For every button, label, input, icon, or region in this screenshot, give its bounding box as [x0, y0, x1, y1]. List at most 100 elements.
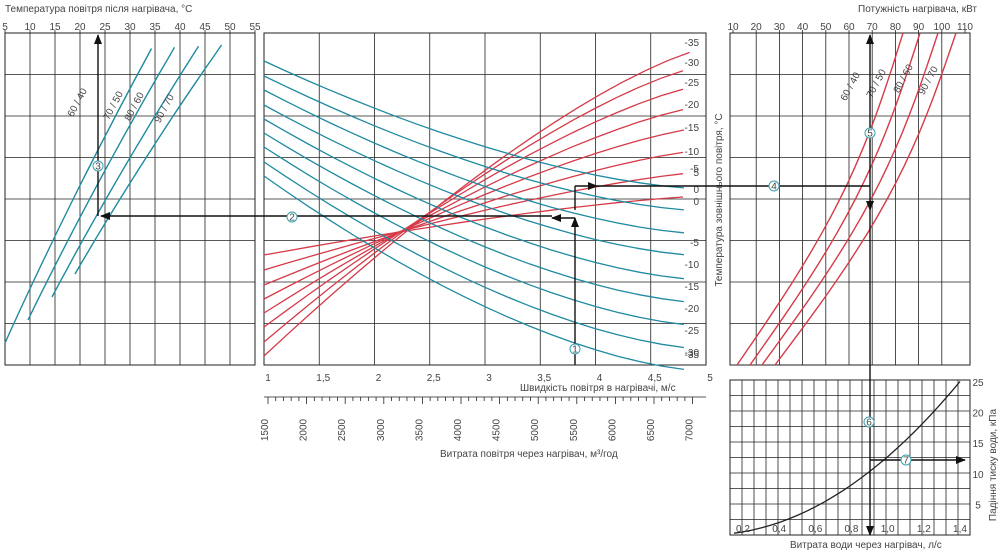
airflow-tick-label-7: 5000: [530, 418, 541, 441]
outlet-curve-2: [51, 45, 200, 298]
outlet-curve-label-3: 90 / 70: [153, 92, 177, 125]
outlet-curve-3: [74, 44, 223, 275]
panel-water-pressure-drop: 0,2 0,4 0,6 0,8 1,0 1,2 1,4 5 10 15 20 25 Витрата в…: [729, 378, 999, 551]
power-tick-label-10: 110: [957, 22, 973, 33]
velocity-tick-label-0: 1: [265, 373, 271, 384]
rising-tick-label-4: -15: [685, 123, 700, 134]
water-flow-tick-label-6: 1,4: [953, 524, 967, 535]
panel-outlet-temperature: Температура повітря після нагрівача, °C …: [2, 4, 261, 366]
marker-7-circle: [900, 454, 912, 466]
rising-curve-7: [263, 196, 684, 256]
marker-6-circle: [863, 416, 875, 428]
power-curve-3: [774, 32, 957, 366]
falling-curve-2: [263, 89, 684, 234]
rising-tick-label-5: -10: [685, 147, 700, 158]
marker-2-circle: [286, 211, 298, 223]
marker-1-circle: [569, 343, 581, 355]
airflow-tick-label-6: 4500: [492, 418, 503, 441]
velocity-tick-label-5: 3,5: [537, 373, 551, 384]
outlet-tick-label-1: 10: [24, 22, 36, 33]
velocity-tick-label-1: 1,5: [316, 373, 330, 384]
power-tick-label-9: 100: [933, 22, 950, 33]
marker-3-circle: [92, 160, 104, 172]
rising-tick-label-6: -5: [690, 164, 699, 175]
marker-4-circle: [768, 180, 780, 192]
falling-curve-8: [263, 175, 684, 371]
falling-tick-label-2: -5: [690, 238, 699, 249]
pressure-drop-axis-label: Падіння тиску води, кПа: [988, 409, 999, 522]
heater-power-title: Потужність нагрівача, кВт: [858, 4, 977, 15]
outlet-tick-label-5: 30: [124, 22, 136, 33]
falling-curve-5: [263, 132, 684, 303]
airflow-tick-label-0: 1500: [260, 418, 271, 441]
velocity-tick-label-6: 4: [597, 373, 603, 384]
rising-curve-5: [263, 151, 684, 286]
falling-curve-0: [263, 60, 684, 189]
air-velocity-axis-label: Швидкість повітря в нагрівачі, м/с: [520, 383, 676, 394]
power-curve-2: [761, 32, 939, 366]
rising-curve-4: [263, 129, 685, 300]
outlet-tick-label-6: 35: [149, 22, 161, 33]
pressure-drop-curve: [733, 381, 961, 534]
falling-tick-label-8: -35: [685, 350, 700, 361]
power-tick-label-6: 70: [867, 22, 879, 33]
rising-curve-6: [263, 173, 684, 271]
outdoor-temperature-axis-label: Температура зовнішнього повітря, °C: [714, 113, 725, 286]
power-curve-label-1: 70 / 50: [865, 67, 889, 100]
falling-curve-7: [263, 161, 684, 349]
marker-5-circle: [864, 127, 876, 139]
panel-heater-power: Потужність нагрівача, кВт 10 20 30 40 50 60 70…: [727, 4, 977, 366]
outlet-tick-label-4: 25: [99, 22, 111, 33]
reading-path: [94, 34, 966, 536]
pressure-tick-label-3: 20: [972, 409, 984, 420]
falling-tick-label-1: 0: [693, 197, 699, 208]
pressure-tick-label-0: 5: [975, 500, 981, 511]
step-markers: 1 2 3 4 5 6 7: [92, 127, 912, 467]
water-flow-tick-label-4: 1,0: [881, 524, 895, 535]
marker-3-label: 3: [95, 162, 101, 173]
outlet-tick-label-3: 20: [74, 22, 86, 33]
outlet-tick-label-9: 50: [224, 22, 236, 33]
water-flow-tick-label-0: 0,2: [736, 524, 750, 535]
velocity-tick-label-3: 2,5: [427, 373, 441, 384]
airflow-tick-label-3: 3000: [376, 418, 387, 441]
marker-6-label: 6: [866, 418, 872, 429]
power-tick-label-5: 60: [843, 22, 855, 33]
rising-tick-label-3: -20: [685, 100, 700, 111]
power-curve-1: [749, 32, 921, 366]
marker-2-label: 2: [289, 213, 295, 224]
airflow-axis-label: Витрата повітря через нагрівач, м³/год: [440, 449, 618, 460]
falling-tick-label-4: -15: [685, 282, 700, 293]
airflow-tick-label-5: 4000: [453, 418, 464, 441]
pressure-tick-label-4: 25: [972, 378, 984, 389]
airflow-tick-label-8: 5500: [569, 418, 580, 441]
falling-curve-4: [263, 118, 684, 280]
marker-4-label: 4: [771, 182, 777, 193]
power-tick-label-4: 50: [820, 22, 832, 33]
rising-curve-0: [263, 51, 690, 357]
power-tick-label-8: 90: [913, 22, 925, 33]
power-tick-label-1: 20: [751, 22, 763, 33]
rising-tick-label-1: -30: [685, 58, 700, 69]
water-flow-axis-label: Витрата води через нагрівач, л/с: [790, 540, 942, 551]
rising-tick-label-2: -25: [685, 78, 700, 89]
outlet-tick-label-2: 15: [49, 22, 61, 33]
airflow-tick-label-9: 6000: [607, 418, 618, 441]
falling-tick-label-0: 5: [693, 168, 699, 179]
rising-tick-label-0: -35: [685, 38, 700, 49]
water-flow-tick-label-3: 0,8: [845, 524, 859, 535]
airflow-tick-label-1: 2000: [299, 418, 310, 441]
power-tick-label-2: 30: [774, 22, 786, 33]
pressure-tick-label-2: 15: [972, 439, 984, 450]
falling-tick-label-3: -10: [685, 260, 700, 271]
outlet-curve-1: [27, 46, 176, 321]
falling-curve-6: [263, 146, 684, 326]
water-flow-tick-label-2: 0,6: [808, 524, 822, 535]
power-curve-label-3: 90 / 70: [917, 64, 941, 97]
outlet-curve-0: [4, 48, 153, 344]
falling-tick-label-7: -30: [685, 348, 700, 359]
rising-curve-3: [263, 108, 684, 314]
outlet-curve-label-0: 60 / 40: [66, 86, 90, 119]
rising-tick-label-7: 0: [693, 185, 699, 196]
marker-7-label: 7: [903, 456, 909, 467]
